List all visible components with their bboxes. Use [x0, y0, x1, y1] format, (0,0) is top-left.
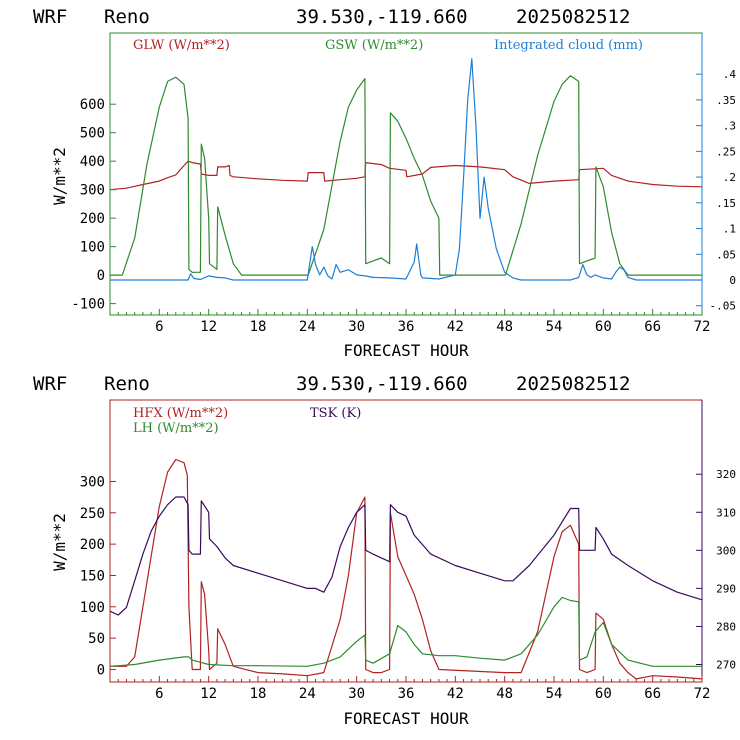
- panel-top-coords: 39.530,-119.660: [296, 6, 468, 28]
- legend-cloud: Integrated cloud (mm): [494, 38, 643, 53]
- panel-bottom-axes: 6 12 18 24 30 36 42 48 54 60 66 72 0 50 100 150 200 250 30…: [80, 468, 736, 702]
- x-tick-label: 54: [546, 686, 563, 702]
- legend-tsk: TSK (K): [310, 406, 361, 421]
- panel-bottom-ylabel: W/m**2: [50, 513, 69, 571]
- panel-top-axes: 6 12 18 24 30 36 42 48 54 60 66 72 -100 0 100 200 300 400…: [71, 68, 736, 335]
- y-tick-label: 250: [80, 506, 105, 522]
- panel-bottom-xlabel: FORECAST HOUR: [343, 709, 469, 728]
- y-tick-label: 300: [80, 474, 105, 490]
- y-tick-label: 50: [88, 631, 105, 647]
- y2-tick-label: .15: [716, 197, 736, 210]
- y-tick-label: 100: [80, 600, 105, 616]
- panel-bottom-station: Reno: [104, 373, 150, 395]
- x-tick-label: 12: [200, 686, 217, 702]
- y-tick-label: 400: [80, 154, 105, 170]
- x-tick-label: 24: [299, 686, 316, 702]
- x-tick-label: 60: [595, 686, 612, 702]
- y2-tick-label: 270: [716, 658, 736, 671]
- y-tick-label: 100: [80, 240, 105, 256]
- series-line: [109, 596, 702, 667]
- x-tick-label: 48: [496, 686, 513, 702]
- panel-bottom-model: WRF: [33, 373, 67, 395]
- y-tick-label: 200: [80, 537, 105, 553]
- y2-tick-label: .1: [723, 223, 736, 236]
- y2-tick-label: 280: [716, 620, 736, 633]
- y2-tick-label: .05: [716, 248, 736, 261]
- y2-tick-label: 290: [716, 582, 736, 595]
- x-tick-label: 30: [348, 319, 365, 335]
- y-tick-label: -100: [71, 297, 105, 313]
- y2-tick-label: .3: [723, 120, 736, 133]
- x-tick-label: 12: [200, 319, 217, 335]
- y2-tick-label: 320: [716, 468, 736, 481]
- panel-bottom-run: 2025082512: [516, 373, 630, 395]
- series-line: [109, 160, 703, 191]
- x-tick-label: 72: [694, 686, 711, 702]
- legend-lh: LH (W/m**2): [133, 421, 219, 436]
- x-tick-label: 42: [447, 686, 464, 702]
- legend-glw: GLW (W/m**2): [133, 38, 230, 53]
- y-tick-label: 300: [80, 183, 105, 199]
- panel-bottom-series: [109, 458, 703, 680]
- x-tick-label: 18: [250, 686, 267, 702]
- y2-tick-label: .2: [723, 171, 736, 184]
- panel-top-run: 2025082512: [516, 6, 630, 28]
- series-line: [109, 496, 703, 616]
- panel-bottom-frame: [109, 399, 703, 683]
- series-line: [110, 75, 702, 276]
- x-tick-label: 36: [398, 319, 415, 335]
- x-tick-label: 66: [644, 319, 661, 335]
- y2-tick-label: -.05: [710, 300, 737, 313]
- y-tick-label: 0: [97, 268, 105, 284]
- legend-gsw: GSW (W/m**2): [325, 38, 423, 53]
- y2-tick-label: 310: [716, 506, 736, 519]
- legend-hfx: HFX (W/m**2): [133, 406, 228, 421]
- panel-top-station: Reno: [104, 6, 150, 28]
- y2-tick-label: .4: [723, 68, 737, 81]
- y2-tick-label: 0: [729, 274, 736, 287]
- series-line: [110, 458, 703, 680]
- y-tick-label: 0: [97, 662, 105, 678]
- x-tick-label: 30: [348, 686, 365, 702]
- panel-top-model: WRF: [33, 6, 67, 28]
- panel-top-ylabel: W/m**2: [50, 147, 69, 205]
- x-tick-label: 6: [155, 319, 163, 335]
- y2-tick-label: .35: [716, 94, 736, 107]
- y2-tick-label: .25: [716, 145, 736, 158]
- x-tick-label: 36: [398, 686, 415, 702]
- x-tick-label: 18: [250, 319, 267, 335]
- panel-bottom-coords: 39.530,-119.660: [296, 373, 468, 395]
- panel-top-xlabel: FORECAST HOUR: [343, 341, 469, 360]
- x-tick-label: 60: [595, 319, 612, 335]
- y-tick-label: 150: [80, 568, 105, 584]
- panel-bottom: WRF Reno 39.530,-119.660 2025082512 6 12 1…: [33, 373, 736, 728]
- x-tick-label: 54: [546, 319, 563, 335]
- panel-top: WRF Reno 39.530,-119.660 2025082512 6 12 1…: [33, 6, 736, 360]
- x-tick-label: 42: [447, 319, 464, 335]
- series-line: [110, 58, 702, 281]
- x-tick-label: 6: [155, 686, 163, 702]
- panel-top-series: [109, 58, 703, 281]
- x-tick-label: 24: [299, 319, 316, 335]
- x-tick-label: 48: [496, 319, 513, 335]
- y-tick-label: 500: [80, 126, 105, 142]
- y2-tick-label: 300: [716, 544, 736, 557]
- y-tick-label: 200: [80, 211, 105, 227]
- x-tick-label: 72: [694, 319, 711, 335]
- y-tick-label: 600: [80, 97, 105, 113]
- x-tick-label: 66: [644, 686, 661, 702]
